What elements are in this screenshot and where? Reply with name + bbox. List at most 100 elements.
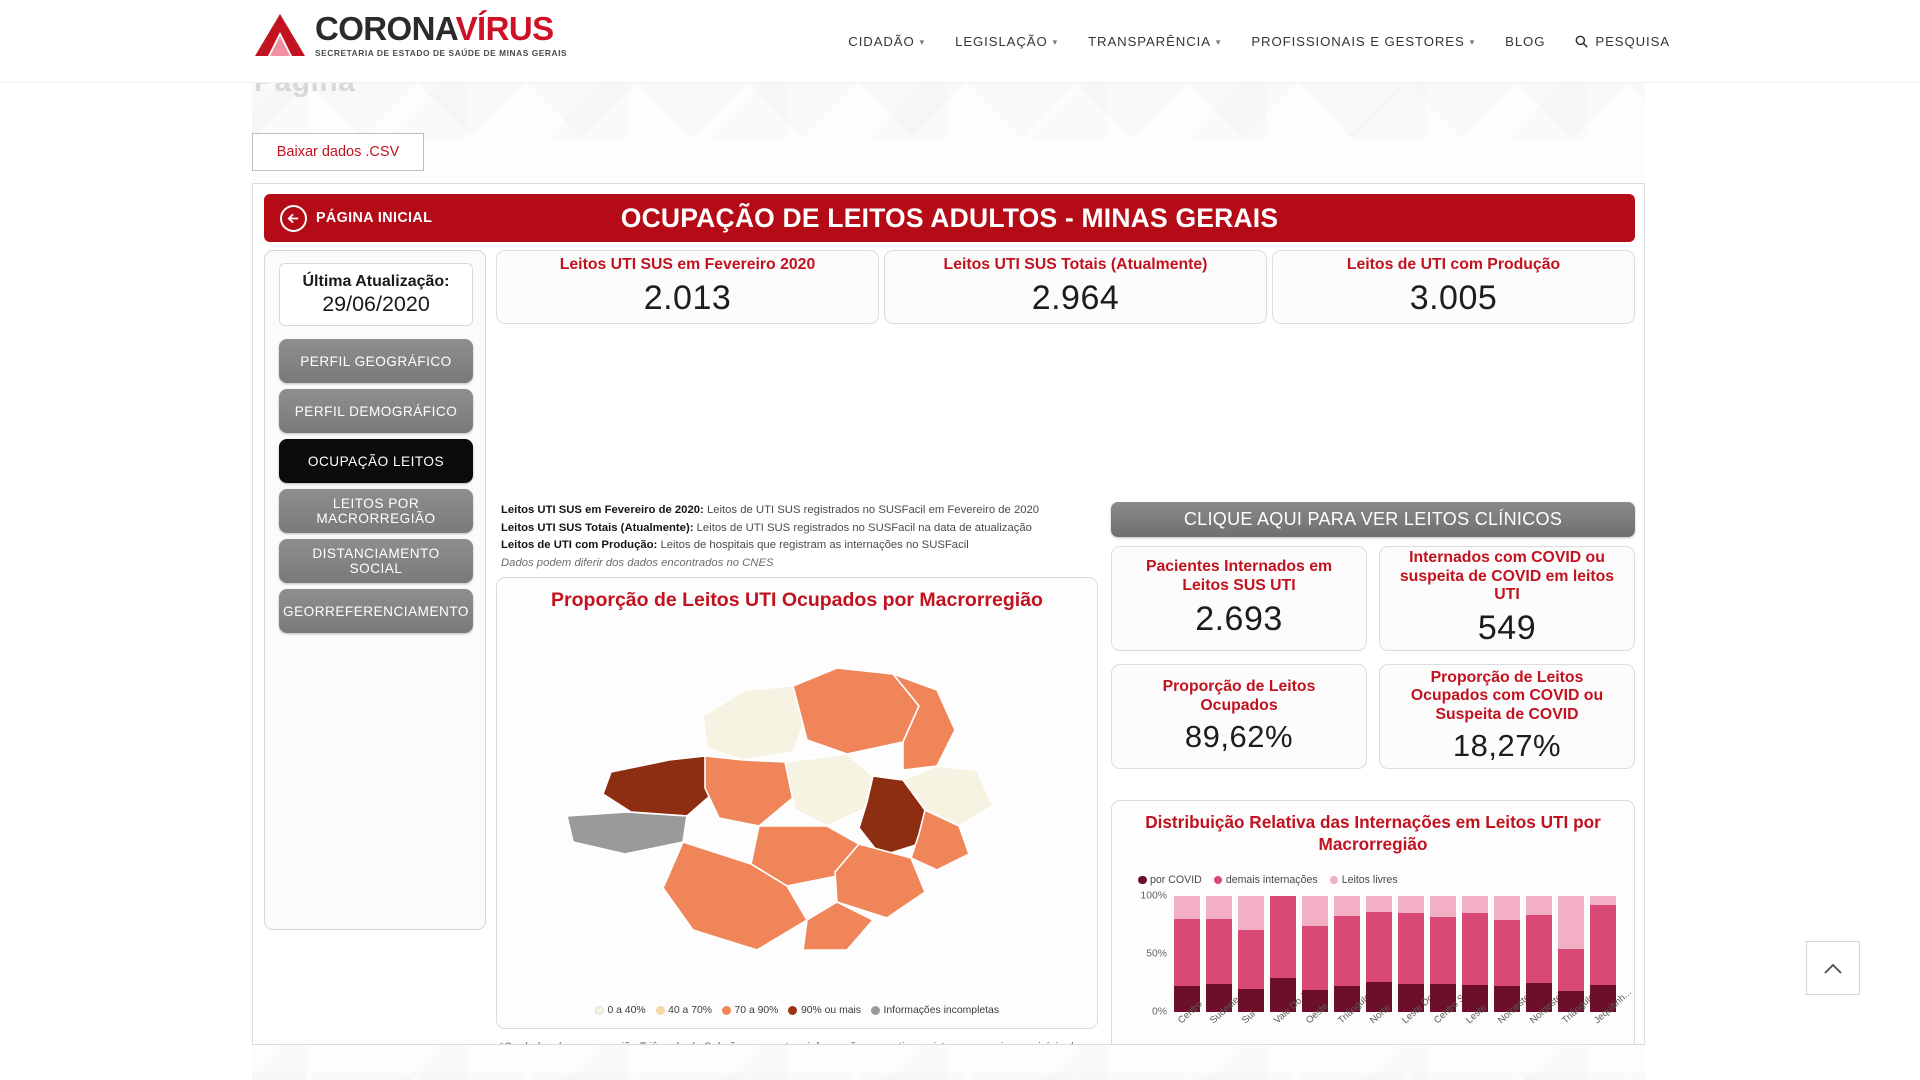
- chart-bar-column[interactable]: Noroeste: [1494, 896, 1532, 1026]
- chart-y-axis-tick: 0%: [1151, 1006, 1167, 1018]
- stacked-bar-chart-panel: Distribuição Relativa das Internações em…: [1111, 800, 1635, 1044]
- search-button[interactable]: PESQUISA: [1575, 34, 1670, 49]
- map-legend-item: 70 a 90%: [722, 1005, 778, 1016]
- note-desc: Leitos de UTI SUS registrados no SUSFaci…: [706, 504, 1040, 516]
- chart-bar-column[interactable]: Sul: [1238, 896, 1264, 1026]
- legend-swatch-90-plus: [788, 1006, 798, 1015]
- chart-bar-segment: [1238, 988, 1264, 1012]
- chart-legend: por COVID demais internações Leitos livr…: [1138, 874, 1398, 886]
- kpi-value: 18,27%: [1452, 728, 1562, 764]
- nav-item-blog[interactable]: BLOG: [1505, 34, 1545, 49]
- chart-bar-column[interactable]: Triângulo ...: [1334, 896, 1381, 1026]
- sidebar-item-distanciamento-social[interactable]: DISTANCIAMENTO SOCIAL: [279, 539, 473, 583]
- chart-bar-segment: [1398, 896, 1424, 914]
- back-to-top-button[interactable]: [1806, 941, 1860, 995]
- kpi-card-pacientes-internados: Pacientes Internados em Leitos SUS UTI 2…: [1111, 546, 1367, 651]
- note-line-4: Dados podem diferir dos dados encontrado…: [501, 556, 774, 569]
- coronavirus-triangle-logo-icon: [254, 12, 306, 58]
- note-desc: Leitos de hospitais que registram as int…: [660, 539, 969, 551]
- chevron-down-icon: ▾: [1469, 37, 1476, 47]
- legend-label: 0 a 40%: [607, 1005, 646, 1016]
- chart-bar-segment: [1334, 915, 1360, 987]
- chart-legend-item: demais internações: [1213, 874, 1318, 886]
- legend-swatch-leitos-livres: [1329, 875, 1339, 885]
- kpi-value: 2.964: [1031, 278, 1120, 317]
- sidebar-item-perfil-geografico[interactable]: PERFIL GEOGRÁFICO: [279, 339, 473, 383]
- chart-bar-column[interactable]: Leste Do S...: [1398, 896, 1449, 1026]
- chart-bar-segment: [1558, 949, 1584, 992]
- chart-bar-segment: [1270, 896, 1296, 979]
- note-term: Leitos de UTI com Produção:: [501, 539, 658, 551]
- kpi-title: Internados com COVID ou suspeita de COVI…: [1399, 549, 1615, 604]
- chevron-down-icon: ▾: [1052, 37, 1059, 47]
- chart-bar-segment: [1590, 896, 1616, 906]
- chart-bar-segment: [1238, 896, 1264, 930]
- chart-bar-segment: [1174, 896, 1200, 920]
- chart-bar-column[interactable]: Centro Sul: [1430, 896, 1473, 1026]
- kpi-title: Leitos de UTI com Produção: [1346, 256, 1561, 274]
- chevron-up-icon: [1824, 963, 1842, 974]
- chart-bar-column[interactable]: Leste: [1462, 896, 1489, 1026]
- chart-bar-segment: [1494, 896, 1520, 921]
- legend-label: por COVID: [1150, 874, 1202, 886]
- chart-bar-segment: [1430, 984, 1456, 1012]
- download-csv-button[interactable]: Baixar dados .CSV: [252, 133, 424, 171]
- chart-plot-area: 0% 50% 100% Centro Sudeste Sul Vale Do Aço Oest…: [1140, 891, 1634, 1027]
- chart-bar-column[interactable]: Norte: [1366, 896, 1393, 1026]
- map-footnote: *Os dados da macrorregião Triângulo do S…: [499, 1039, 1099, 1044]
- chart-bar-segment: [1366, 912, 1392, 982]
- kpi-value: 2.013: [643, 278, 732, 317]
- nav-item-profissionais-e-gestores[interactable]: PROFISSIONAIS E GESTORES ▾: [1251, 34, 1475, 49]
- nav-item-cidadao[interactable]: CIDADÃO ▾: [848, 34, 925, 49]
- map-legend-item: 90% ou mais: [788, 1005, 861, 1016]
- page-title: Página: [254, 83, 355, 99]
- legend-label: 40 a 70%: [668, 1005, 713, 1016]
- legend-label: Informações incompletas: [883, 1005, 1000, 1016]
- chart-bar-segment: [1462, 985, 1488, 1012]
- kpi-title: Proporção de Leitos Ocupados: [1162, 677, 1316, 714]
- legend-label: 90% ou mais: [800, 1005, 862, 1016]
- kpi-title: Leitos UTI SUS em Fevereiro 2020: [559, 256, 816, 274]
- site-logo[interactable]: CORONAVÍRUS SECRETARIA DE ESTADO DE SAÚD…: [254, 12, 567, 58]
- note-line-3: Leitos de UTI com Produção: Leitos de ho…: [501, 537, 1098, 555]
- dashboard-panel: PÁGINA INICIAL OCUPAÇÃO DE LEITOS ADULTO…: [252, 183, 1645, 1045]
- chart-legend-item: Leitos livres: [1329, 874, 1398, 886]
- chart-bar-segment: [1558, 991, 1584, 1012]
- chart-bar-segment: [1558, 896, 1584, 950]
- sidebar-item-perfil-demografico[interactable]: PERFIL DEMOGRÁFICO: [279, 389, 473, 433]
- chart-bar-column[interactable]: Jequitinh...: [1590, 896, 1634, 1026]
- chart-bar-column[interactable]: Oeste: [1302, 896, 1330, 1026]
- sidebar-item-leitos-por-macrorregiao[interactable]: LEITOS POR MACRORREGIÃO: [279, 489, 473, 533]
- chart-bar-column[interactable]: Sudeste: [1206, 896, 1242, 1026]
- sidebar-item-georreferenciamento[interactable]: GEORREFERENCIAMENTO: [279, 589, 473, 633]
- minas-gerais-choropleth-map[interactable]: [507, 620, 1089, 980]
- note-line-2: Leitos UTI SUS Totais (Atualmente): Leit…: [501, 520, 1098, 538]
- chart-bar-segment: [1206, 984, 1232, 1012]
- view-clinical-beds-button[interactable]: CLIQUE AQUI PARA VER LEITOS CLÍNICOS: [1111, 502, 1635, 537]
- chart-bar-segment: [1430, 896, 1456, 917]
- chart-bar-segment: [1526, 896, 1552, 915]
- nav-item-legislacao[interactable]: LEGISLAÇÃO ▾: [955, 34, 1058, 49]
- nav-item-label: LEGISLAÇÃO: [955, 34, 1048, 49]
- chart-bar-segment: [1366, 896, 1392, 913]
- dashboard-title: OCUPAÇÃO DE LEITOS ADULTOS - MINAS GERAI…: [620, 202, 1279, 233]
- kpi-card-proporcao-ocupados: Proporção de Leitos Ocupados 89,62%: [1111, 664, 1367, 769]
- note-term: Leitos UTI SUS Totais (Atualmente):: [501, 521, 694, 534]
- kpi-value: 89,62%: [1184, 719, 1294, 755]
- chart-bar-segment: [1238, 929, 1264, 989]
- kpi-value: 2.693: [1195, 599, 1283, 638]
- chart-bar-segment: [1302, 989, 1328, 1012]
- chevron-down-icon: ▾: [1215, 37, 1222, 47]
- last-update-date: 29/06/2020: [322, 291, 430, 316]
- nav-item-transparencia[interactable]: TRANSPARÊNCIA ▾: [1088, 34, 1221, 49]
- chart-bar-segment: [1526, 914, 1552, 983]
- sidebar-item-ocupacao-leitos[interactable]: OCUPAÇÃO LEITOS: [279, 439, 473, 483]
- back-to-home-button[interactable]: PÁGINA INICIAL: [280, 204, 432, 232]
- chart-bar-segment: [1206, 919, 1232, 985]
- chart-bar-column[interactable]: Centro: [1174, 896, 1205, 1026]
- map-title: Proporção de Leitos UTI Ocupados por Mac…: [551, 589, 1043, 611]
- chart-bar-column[interactable]: Triângulo ...: [1558, 896, 1605, 1026]
- chart-bar-column[interactable]: Nordeste: [1526, 896, 1564, 1026]
- logo-wordmark: CORONAVÍRUS: [315, 12, 567, 45]
- chart-bar-column[interactable]: Vale Do Aço: [1270, 896, 1318, 1026]
